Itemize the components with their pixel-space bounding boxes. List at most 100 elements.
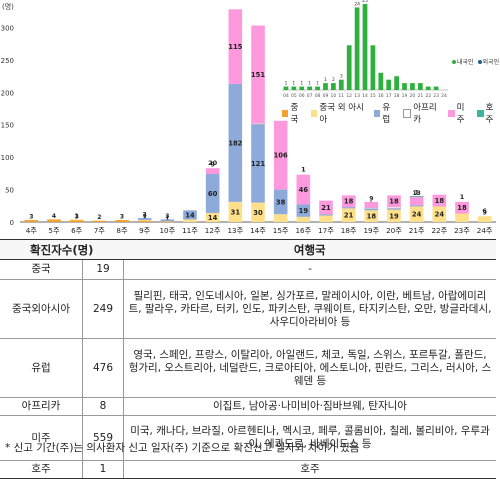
bar-segment	[183, 219, 197, 222]
inset-tick-label: 04	[283, 93, 289, 99]
bar-segment	[341, 207, 356, 209]
y-tick-label: 150	[1, 122, 14, 130]
x-tick-label: 10주	[159, 226, 175, 235]
inset-tick-label: 06	[299, 93, 305, 99]
x-tick-label: 6주	[71, 226, 83, 235]
inset-legend: 내국인 외국인	[452, 57, 499, 66]
bar-data-label: 38	[276, 198, 286, 206]
bar-data-label: 18	[344, 198, 354, 206]
inset-tick-label: 19	[402, 93, 408, 99]
inset-tick-label: 17	[386, 93, 392, 99]
bar-data-label: 13	[412, 190, 420, 197]
bar-segment	[319, 215, 333, 222]
y-tick-label: 300	[1, 24, 14, 32]
region-cell: 중국	[0, 259, 83, 280]
bar-segment	[273, 189, 288, 215]
bar-segment	[273, 214, 288, 222]
count-cell: 559	[82, 415, 124, 461]
x-tick-label: 21주	[409, 226, 425, 235]
inset-bar	[331, 83, 336, 90]
bar-segment	[455, 201, 469, 214]
legend-swatch-asia	[310, 109, 318, 117]
countries-cell: 미국, 캐나다, 브라질, 아르헨티나, 멕시코, 페루, 콜롬비아, 칠레, …	[123, 415, 496, 461]
bar-segment	[69, 220, 84, 222]
bar-segment	[409, 196, 424, 197]
inset-tick-label: 07	[307, 93, 313, 99]
inset-bar-label: 2	[332, 77, 335, 83]
x-tick-label: 7주	[94, 226, 106, 235]
x-tick-label: 14주	[250, 226, 266, 235]
inset-bar-label: 1	[308, 81, 311, 87]
x-tick-label: 8주	[116, 226, 128, 235]
inset-bar-label: 25	[362, 0, 368, 4]
bar-data-label: 18	[367, 213, 377, 221]
bar-data-label: 1	[165, 215, 169, 222]
inset-tick-label: 13	[354, 93, 360, 99]
bar-segment	[409, 196, 424, 206]
inset-legend-dot-domestic	[452, 60, 456, 64]
inset-bar-label: 1	[292, 81, 295, 87]
x-tick-label: 4주	[26, 226, 38, 235]
inset-legend-foreign: 외국인	[482, 59, 500, 66]
inset-bar-label: 1	[316, 81, 319, 87]
inset-bar-label: 1	[285, 81, 288, 87]
inset-bar	[433, 86, 439, 90]
inset-tick-label: 11	[338, 93, 344, 99]
inset-tick-label: 12	[346, 93, 352, 99]
table-row: 중국 19 -	[0, 259, 496, 280]
bar-segment	[47, 219, 61, 222]
inset-tick-label: 05	[291, 93, 297, 99]
inset-tick-label: 14	[362, 93, 368, 99]
bar-data-label: 19	[389, 212, 399, 220]
legend-swatch-china	[282, 109, 289, 117]
inset-tick-label: 21	[417, 93, 423, 99]
inset-bar	[362, 4, 368, 90]
bar-top-label: 20	[208, 159, 218, 167]
inset-bar	[291, 86, 297, 90]
bar-data-label: 1	[143, 214, 147, 221]
inset-tick-label: 23	[433, 93, 439, 99]
countries-cell: 영국, 스페인, 프랑스, 이탈리아, 아일랜드, 체코, 독일, 스위스, 포…	[123, 338, 496, 398]
x-tick-label: 13주	[227, 226, 243, 235]
inset-legend-dot-foreign	[477, 60, 482, 64]
bar-data-label: 18	[389, 198, 399, 206]
inset-bar	[410, 83, 415, 90]
bar-data-label: 3	[75, 214, 79, 221]
bar-data-label: 46	[299, 186, 309, 194]
header-countries: 여행국	[123, 239, 496, 260]
inset-bar	[378, 72, 384, 90]
header-confirmed: 확진자수(명)	[0, 239, 124, 260]
inset-bar	[299, 86, 305, 90]
bar-data-label: 3	[120, 214, 124, 221]
countries-cell: -	[123, 259, 496, 280]
bar-segment	[387, 209, 401, 222]
inset-tick-label: 18	[394, 93, 400, 99]
bar-segment	[160, 221, 175, 223]
inset-bar	[402, 83, 407, 90]
bar-segment	[432, 194, 447, 207]
bar-top-label: 6	[482, 207, 487, 215]
legend-swatch-europe	[373, 109, 381, 117]
y-axis-unit: (명)	[2, 2, 14, 11]
bar-segment	[160, 219, 175, 222]
x-tick-label: 12주	[205, 226, 221, 235]
bar-data-label: 115	[228, 43, 242, 51]
bar-data-label: 9	[483, 210, 487, 217]
inset-bar	[425, 86, 431, 90]
y-tick-label: 50	[5, 187, 14, 195]
chart-legend: 중국 중국 외 아시아 유럽 아프리카 미주 호주	[282, 101, 500, 125]
table-header-row: 확진자수(명) 여행국	[0, 239, 496, 260]
bar-segment	[455, 213, 469, 222]
inset-tick-label: 20	[410, 93, 416, 99]
bar-data-label: 30	[253, 209, 263, 217]
count-cell: 8	[82, 397, 124, 416]
bar-segment	[387, 208, 401, 210]
bar-segment	[228, 83, 243, 202]
bar-segment	[228, 9, 243, 84]
inset-legend-domestic: 내국인	[457, 59, 474, 66]
bar-data-label: 151	[251, 71, 265, 79]
x-tick-label: 17주	[318, 226, 334, 235]
inset-tick-label: 22	[425, 93, 431, 99]
x-tick-label: 5주	[48, 226, 60, 235]
bar-segment	[251, 25, 265, 124]
